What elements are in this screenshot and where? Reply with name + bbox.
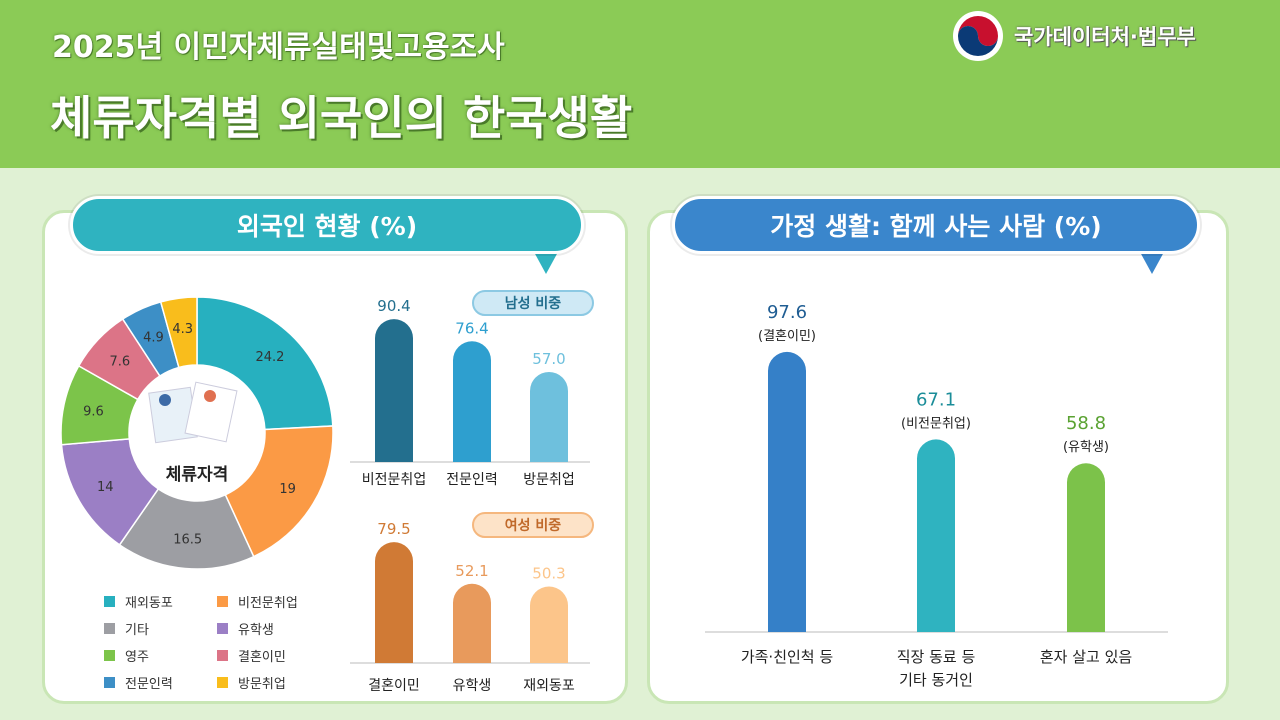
pie-value-label: 16.5 [173, 533, 202, 548]
bar-value-label: 52.1 [455, 562, 488, 580]
legend-label: 비전문취업 [238, 596, 298, 611]
bar-value-label: 58.8 [1066, 413, 1106, 434]
legend-item: 영주 [104, 646, 217, 665]
legend-swatch [104, 596, 115, 607]
agency-name: 국가데이터처·법무부 [1014, 25, 1196, 49]
agency-logo: 국가데이터처·법무부 [952, 10, 1196, 62]
category-label: 전문인력 [446, 472, 498, 488]
legend-swatch [217, 596, 228, 607]
bar [453, 341, 491, 462]
legend-label: 재외동포 [125, 596, 173, 611]
bar [375, 542, 413, 663]
legend-item: 유학생 [217, 619, 327, 638]
pie-value-label: 14 [97, 480, 114, 495]
legend-swatch [104, 623, 115, 634]
legend-label: 영주 [125, 650, 149, 665]
category-label: 직장 동료 등 [897, 648, 976, 666]
document-icon [184, 381, 238, 443]
legend-label: 결혼이민 [238, 650, 286, 665]
page-title: 체류자격별 외국인의 한국생활 [50, 91, 633, 145]
bar-value-label: 97.6 [767, 302, 807, 323]
category-label: 재외동포 [523, 678, 575, 694]
bar [917, 439, 955, 632]
legend-swatch [217, 650, 228, 661]
bar-value-label: 50.3 [532, 565, 565, 583]
pill-tail [534, 252, 558, 274]
pie-value-label: 7.6 [109, 354, 130, 369]
male-ratio-tag: 남성 비중 [472, 290, 594, 316]
foreigner-status-heading: 외국인 현황 (%) [70, 196, 584, 254]
bar [530, 371, 568, 462]
person-icon [159, 394, 171, 406]
legend-label: 전문인력 [125, 677, 173, 692]
pie-value-label: 4.3 [172, 322, 193, 337]
bar-sublabel: (결혼이민) [758, 329, 816, 344]
pill-tail [1140, 252, 1164, 274]
donut-center-label: 체류자격 [166, 465, 229, 485]
female-ratio-tag: 여성 비중 [472, 512, 594, 538]
bar-value-label: 76.4 [455, 319, 488, 337]
subtitle: 2025년 이민자체류실태및고용조사 [52, 30, 505, 65]
legend-label: 유학생 [238, 623, 274, 638]
bar-sublabel: (비전문취업) [901, 416, 971, 431]
category-label: 방문취업 [523, 472, 575, 488]
category-label: 혼자 살고 있음 [1040, 648, 1132, 666]
legend-label: 방문취업 [238, 677, 286, 692]
bar [375, 319, 413, 462]
pie-value-label: 19 [279, 482, 296, 497]
legend-swatch [104, 650, 115, 661]
person-icon [204, 390, 216, 402]
legend-swatch [217, 623, 228, 634]
category-label: 비전문취업 [362, 472, 426, 488]
bar-value-label: 79.5 [377, 520, 410, 538]
bar [530, 586, 568, 663]
header: 2025년 이민자체류실태및고용조사 체류자격별 외국인의 한국생활 국가데이터… [0, 0, 1280, 168]
category-label: 결혼이민 [368, 678, 420, 694]
legend-item: 재외동포 [104, 592, 217, 611]
legend-item: 기타 [104, 619, 217, 638]
category-label: 가족·친인척 등 [741, 648, 834, 666]
legend-item: 방문취업 [217, 673, 327, 692]
bar [768, 351, 806, 632]
taegeuk-emblem-icon [953, 11, 1003, 61]
bar [453, 583, 491, 663]
bar [1067, 463, 1105, 632]
bar-sublabel: (유학생) [1063, 440, 1109, 455]
legend-item: 전문인력 [104, 673, 217, 692]
household-heading: 가정 생활: 함께 사는 사람 (%) [672, 196, 1200, 254]
legend-swatch [217, 677, 228, 688]
category-label: 기타 동거인 [899, 671, 973, 689]
bar-value-label: 90.4 [377, 297, 410, 315]
pie-value-label: 24.2 [256, 350, 285, 365]
bar-value-label: 57.0 [532, 350, 565, 368]
pie-value-label: 4.9 [143, 330, 164, 345]
legend-swatch [104, 677, 115, 688]
category-label: 유학생 [453, 678, 492, 694]
legend-item: 비전문취업 [217, 592, 327, 611]
legend-item: 결혼이민 [217, 646, 327, 665]
bar-value-label: 67.1 [916, 389, 956, 410]
legend-label: 기타 [125, 623, 149, 638]
pie-value-label: 9.6 [83, 404, 104, 419]
